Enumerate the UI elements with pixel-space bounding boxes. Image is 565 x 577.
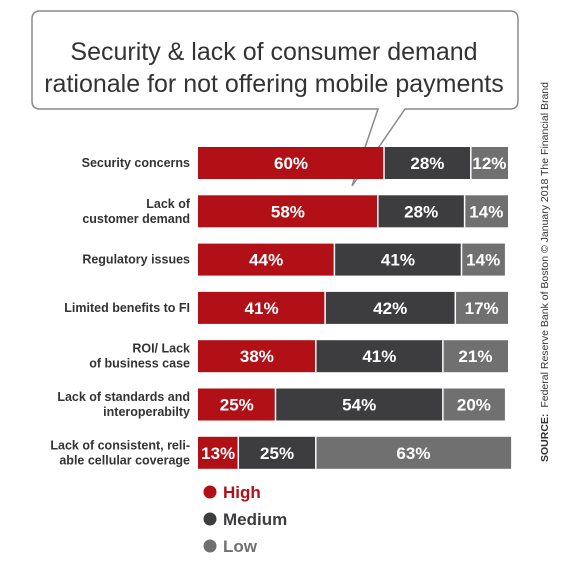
bar-segment-low — [461, 243, 505, 276]
category-label: Lack of consistent, reli- — [50, 438, 190, 452]
data-label-low: 63% — [396, 444, 430, 463]
svg-text:SOURCE: Federal Reserve: SOURCE: Federal Reserve Bank of Boston ©… — [539, 82, 551, 462]
source-label: SOURCE: — [539, 414, 551, 462]
source-note: SOURCE: Federal Reserve Bank of Boston ©… — [539, 82, 551, 462]
data-label-high: 13% — [201, 444, 235, 463]
data-label-low: 14% — [469, 202, 503, 221]
bar-segment-medium — [238, 436, 316, 469]
category-label: ROI/ Lack — [132, 342, 190, 356]
category-label: interoperabilty — [103, 405, 190, 419]
bar-segment-medium — [275, 388, 443, 421]
data-label-medium: 54% — [342, 396, 376, 415]
category-label: Regulatory issues — [82, 253, 190, 267]
category-label: able cellular coverage — [59, 453, 190, 467]
bar-segment-low — [470, 147, 508, 179]
data-label-medium: 28% — [404, 202, 438, 221]
legend-label-high: High — [223, 483, 261, 502]
bar-segment-medium — [325, 291, 456, 324]
category-label: Limited benefits to FI — [64, 301, 190, 315]
data-label-high: 44% — [249, 251, 283, 270]
bar-segment-medium — [377, 195, 465, 228]
legend-marker-medium — [203, 512, 217, 526]
bar-segment-medium — [334, 243, 462, 276]
bar-segment-medium — [315, 340, 443, 373]
bar-segment-high — [198, 388, 276, 421]
data-label-high: 58% — [271, 202, 305, 221]
data-label-medium: 41% — [362, 347, 396, 366]
bar-segment-high — [198, 291, 326, 324]
bar-segment-high — [198, 340, 316, 373]
data-label-medium: 28% — [410, 154, 444, 173]
category-label: Security concerns — [82, 156, 190, 170]
bar-segment-high — [198, 147, 384, 179]
bar-segment-high — [198, 195, 378, 228]
source-text: Federal Reserve Bank of Boston © January… — [539, 82, 551, 408]
category-label: of business case — [89, 357, 190, 371]
data-label-low: 14% — [466, 251, 500, 270]
data-label-high: 25% — [220, 396, 254, 415]
data-label-low: 17% — [465, 299, 499, 318]
legend-label-low: Low — [223, 537, 258, 556]
data-label-low: 20% — [457, 396, 491, 415]
bar-segment-low — [442, 388, 505, 421]
data-label-medium: 41% — [381, 251, 415, 270]
category-label: customer demand — [82, 212, 190, 226]
chart-title-line-1: Security & lack of consumer demand — [70, 38, 477, 66]
data-label-low: 12% — [472, 154, 506, 173]
legend: High Medium Low — [203, 483, 287, 556]
bar-segment-medium — [384, 147, 471, 179]
data-label-low: 21% — [458, 347, 492, 366]
bar-segment-low — [315, 436, 512, 469]
title-callout: Security & lack of consumer demand ratio… — [31, 10, 519, 187]
bars: 60% 28% 12% 58% 28% 14% 44% 41% 14% 41% 42% 17% 38% 4… — [198, 147, 512, 469]
category-label: Lack of — [146, 197, 191, 211]
bar-segment-high — [198, 436, 239, 469]
legend-marker-low — [203, 539, 217, 553]
data-label-high: 38% — [240, 347, 274, 366]
bar-segment-low — [464, 195, 508, 228]
bar-segment-low — [455, 291, 508, 324]
legend-marker-high — [203, 485, 217, 499]
chart-title-line-2: rationale for not offering mobile paymen… — [44, 70, 504, 98]
category-label: Lack of standards and — [57, 390, 190, 404]
data-label-medium: 42% — [373, 299, 407, 318]
data-label-high: 41% — [245, 299, 279, 318]
legend-label-medium: Medium — [223, 510, 287, 529]
data-label-medium: 25% — [260, 444, 294, 463]
bar-segment-low — [442, 340, 508, 373]
data-label-high: 60% — [274, 154, 308, 173]
bar-segment-high — [198, 243, 335, 276]
